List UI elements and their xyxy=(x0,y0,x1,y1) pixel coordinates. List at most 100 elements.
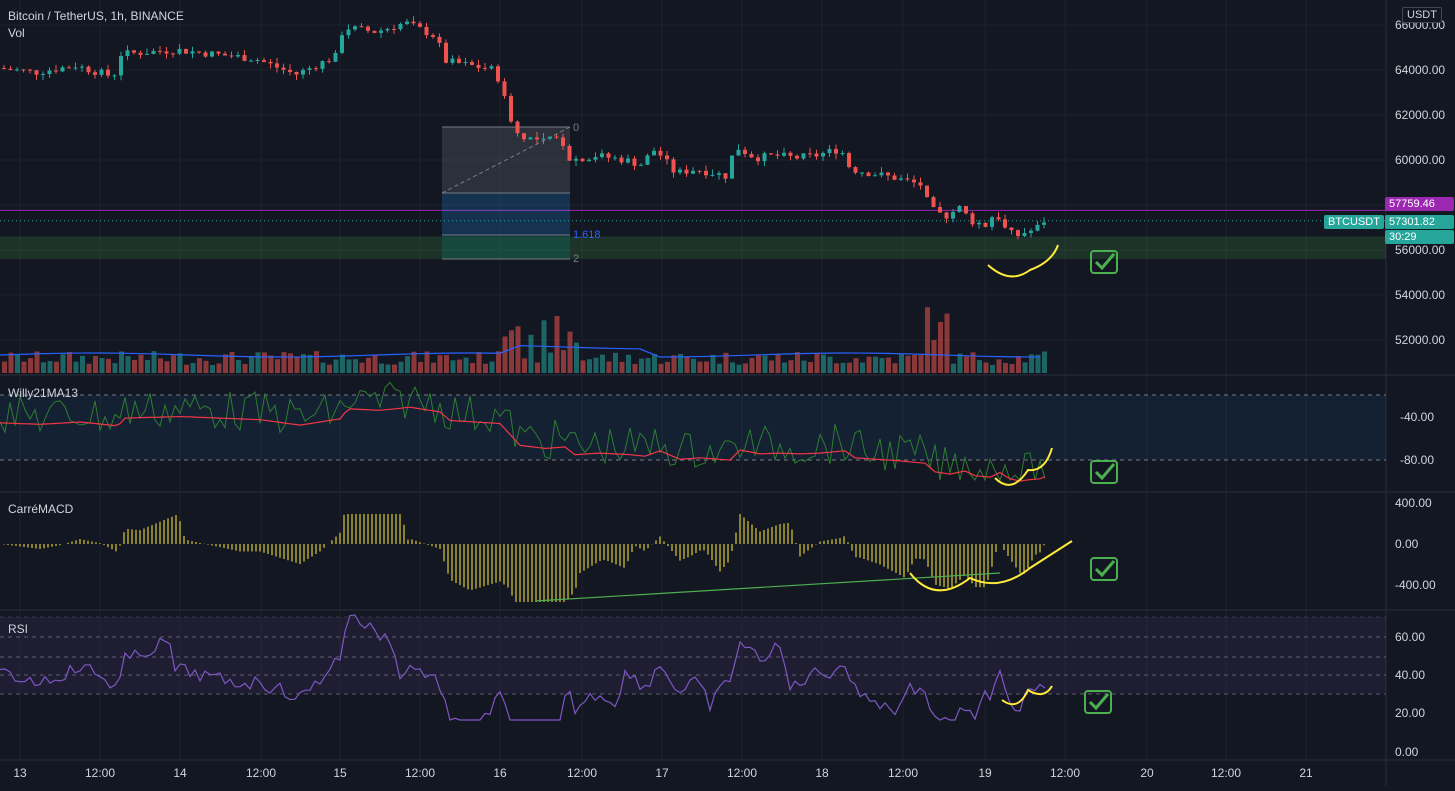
volume-bar xyxy=(99,358,105,373)
candle-body xyxy=(866,172,871,176)
volume-bar xyxy=(47,361,53,373)
volume-bar xyxy=(847,362,852,373)
volume-bar xyxy=(632,364,638,373)
volume-bar xyxy=(1042,351,1047,373)
candle-body xyxy=(301,69,305,75)
candle-body xyxy=(333,52,338,62)
volume-bar xyxy=(704,361,709,373)
volume-bar xyxy=(54,361,59,373)
volume-bar xyxy=(15,354,20,373)
candle-body xyxy=(951,211,955,219)
volume-bar xyxy=(652,353,657,373)
volume-bar xyxy=(86,363,92,373)
volume-bar xyxy=(886,357,891,373)
volume-bar xyxy=(138,354,144,373)
candle-body xyxy=(678,169,682,173)
macd-check-icon-box xyxy=(1090,557,1118,581)
candle-body xyxy=(80,66,84,68)
volume-bar xyxy=(151,351,157,373)
volume-bar xyxy=(457,359,462,373)
candle-body xyxy=(99,69,104,75)
price-tick-label: 56000.00 xyxy=(1395,243,1445,257)
time-tick-label: 12:00 xyxy=(405,766,435,780)
candle-body xyxy=(353,26,357,30)
volume-bar xyxy=(405,356,410,373)
volume-bar xyxy=(1035,354,1041,373)
candle-body xyxy=(645,155,650,165)
volume-bar xyxy=(561,350,566,373)
volume-bar xyxy=(600,354,605,373)
candle-body xyxy=(223,53,227,56)
volume-bar xyxy=(899,353,904,373)
volume-bar xyxy=(496,351,501,373)
candle-body xyxy=(691,170,695,174)
volume-bar xyxy=(281,352,287,373)
volume-bar xyxy=(450,360,456,373)
volume-bar xyxy=(834,363,839,373)
candle-body xyxy=(788,152,793,156)
candle-body xyxy=(853,167,858,173)
candle-body xyxy=(125,50,130,57)
price-tick-label: 54000.00 xyxy=(1395,288,1445,302)
candle-body xyxy=(515,121,520,134)
time-tick-label: 15 xyxy=(333,766,347,780)
price-check-icon xyxy=(1090,250,1118,274)
volume-bar xyxy=(522,358,527,373)
candle-body xyxy=(249,60,253,62)
support-zone xyxy=(0,236,1386,259)
price-tick-label: 62000.00 xyxy=(1395,108,1445,122)
candle-body xyxy=(957,206,962,212)
candle-body xyxy=(918,182,923,186)
rsi-band xyxy=(0,617,1386,694)
candle-body xyxy=(41,73,45,75)
volume-bar xyxy=(379,363,384,373)
volume-bar xyxy=(288,353,293,373)
volume-bar xyxy=(34,351,40,373)
volume-bar xyxy=(398,361,404,373)
macd-check-icon-tick xyxy=(1094,560,1116,578)
volume-bar xyxy=(756,355,761,373)
volume-bar xyxy=(567,331,573,373)
candle-body xyxy=(398,23,403,30)
volume-bar xyxy=(1016,356,1021,373)
volume-bar xyxy=(203,360,209,373)
volume-bar xyxy=(743,363,748,373)
candle-body xyxy=(281,67,286,70)
volume-bar xyxy=(359,362,365,373)
volume-bar xyxy=(554,315,560,373)
candle-body xyxy=(138,52,143,55)
candle-body xyxy=(996,217,1001,220)
candle-body xyxy=(236,55,240,57)
candle-body xyxy=(457,58,461,63)
candle-body xyxy=(886,172,890,176)
candle-body xyxy=(613,157,617,159)
currency-button[interactable]: USDT xyxy=(1402,7,1442,23)
candle-body xyxy=(749,153,754,158)
time-tick-label: 12:00 xyxy=(1211,766,1241,780)
volume-bar xyxy=(489,361,495,373)
candle-body xyxy=(405,21,409,24)
volume-bar xyxy=(21,361,27,373)
candle-body xyxy=(938,207,942,213)
volume-bar xyxy=(528,334,534,373)
candle-body xyxy=(665,155,669,160)
candle-body xyxy=(1009,227,1014,231)
volume-bar xyxy=(223,354,228,373)
volume-bar xyxy=(678,353,683,373)
time-tick-label: 12:00 xyxy=(727,766,757,780)
price-tick-label: 60000.00 xyxy=(1395,153,1445,167)
volume-ma-line xyxy=(0,345,1041,358)
volume-bar xyxy=(67,352,72,373)
volume-bar xyxy=(236,359,241,373)
candle-body xyxy=(184,48,188,54)
willy-pane-label: Willy21MA13 xyxy=(8,386,79,400)
candle-body xyxy=(684,169,689,174)
time-tick-label: 12:00 xyxy=(888,766,918,780)
volume-bar xyxy=(645,358,651,373)
rsi-pane-label: RSI xyxy=(8,622,29,636)
volume-bar xyxy=(593,357,599,373)
candle-body xyxy=(632,158,637,166)
volume-bar xyxy=(307,354,313,373)
